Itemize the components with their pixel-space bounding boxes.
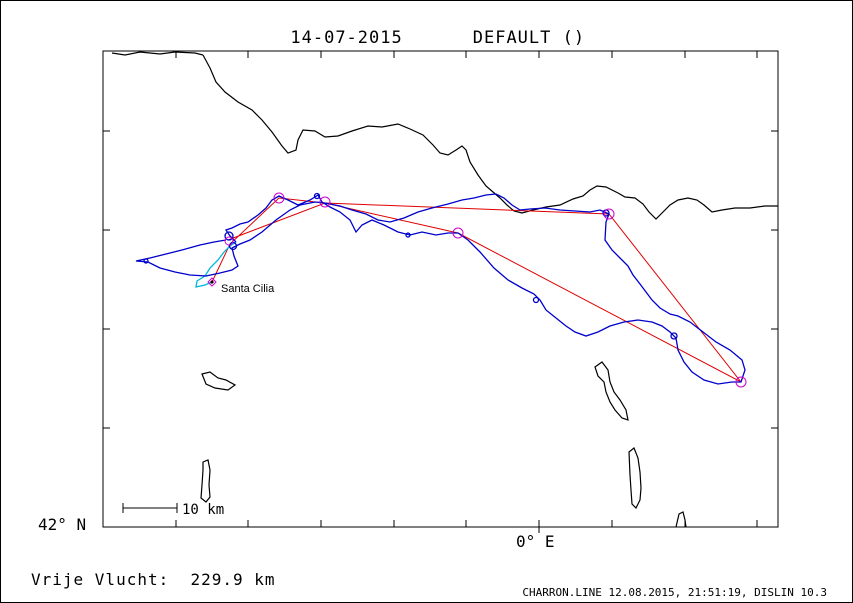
turnpoint-4 — [603, 208, 615, 220]
left-ticks — [103, 130, 110, 429]
turnpoint-3 — [452, 227, 464, 239]
map-frame — [102, 50, 779, 528]
turnpoint-5 — [735, 376, 747, 388]
scale-bar-label: 10 km — [182, 502, 224, 518]
task-name: DEFAULT () — [472, 28, 586, 48]
top-ticks — [175, 51, 758, 58]
footer-info: CHARRON.LINE 12.08.2015, 21:51:19, DISLI… — [522, 586, 827, 599]
scale-bar — [122, 503, 178, 513]
turnpoint-2 — [319, 196, 331, 208]
latitude-label: 42° N — [38, 515, 87, 534]
takeoff-marker — [207, 277, 217, 287]
chart-title: 14-07-2015 DEFAULT () — [0, 8, 853, 48]
flight-track — [135, 193, 746, 385]
turnpoints — [224, 192, 747, 388]
flight-distance: Vrije Vlucht: 229.9 km — [31, 570, 276, 589]
turnpoint-start — [224, 236, 234, 246]
track-start — [195, 241, 237, 288]
turnpoint-1 — [273, 192, 285, 204]
coastline — [111, 51, 778, 528]
flight-date: 14-07-2015 — [290, 28, 403, 48]
takeoff-label: Santa Cilia — [221, 283, 275, 295]
longitude-label: 0° E — [516, 532, 555, 551]
right-ticks — [771, 130, 778, 429]
task-legs — [211, 197, 742, 383]
